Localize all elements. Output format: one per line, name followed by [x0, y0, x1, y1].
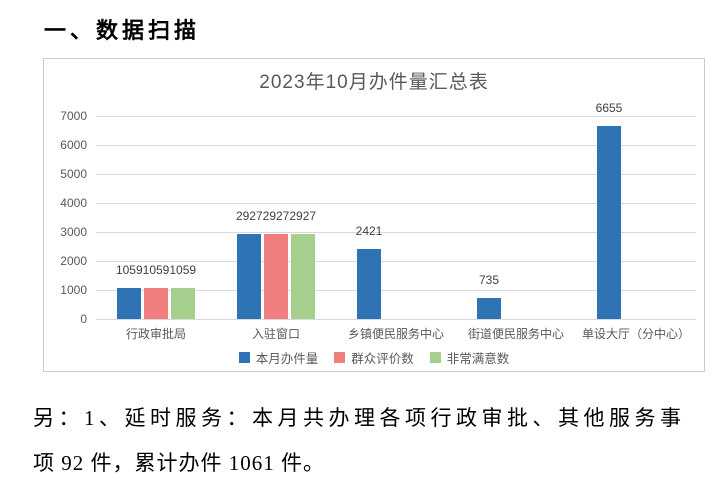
- gridline: [96, 318, 696, 320]
- gridline: [96, 289, 696, 291]
- x-axis-label: 行政审批局: [125, 327, 186, 341]
- legend-label: 本月办件量: [255, 352, 319, 366]
- note-paragraph: 另：1、延时服务：本月共办理各项行政审批、其他服务事 项 92 件，累计办件 1…: [33, 396, 701, 486]
- bar: [117, 288, 141, 319]
- plot-area: 0 1000 2000 3000 4000 5000 6000 7000 10591059105…: [60, 102, 696, 341]
- bar: [477, 297, 501, 319]
- data-label: 2421: [355, 223, 383, 238]
- bar: [264, 234, 288, 319]
- chart-legend: 本月办件量 群众评价数 非常满意数: [44, 348, 704, 367]
- legend-label: 非常满意数: [446, 352, 510, 366]
- y-axis-tick-label: 1000: [60, 283, 87, 297]
- bar: [597, 126, 621, 319]
- legend-swatch-icon: [429, 352, 441, 363]
- x-axis-label: 乡镇便民服务中心: [347, 327, 444, 341]
- bar: [171, 288, 195, 319]
- note-line-1: 另：1、延时服务：本月共办理各项行政审批、其他服务事: [33, 406, 686, 430]
- legend-label: 群众评价数: [351, 352, 414, 366]
- bar: [357, 248, 381, 319]
- chart-title: 2023年10月办件量汇总表: [259, 72, 489, 93]
- legend-item: 群众评价数: [334, 348, 414, 367]
- chart: 2023年10月办件量汇总表 0 1000 2000 3000 4000 5000 6000…: [43, 58, 705, 372]
- y-axis-tick-label: 0: [80, 312, 87, 326]
- data-label: 105910591059: [115, 263, 197, 278]
- y-axis-tick-label: 2000: [60, 254, 87, 268]
- bar: [291, 234, 315, 319]
- y-axis-tick-label: 4000: [60, 196, 87, 210]
- gridline: [96, 231, 696, 233]
- x-axis-label: 入驻窗口: [251, 327, 300, 341]
- bar: [144, 288, 168, 319]
- data-label: 735: [478, 272, 500, 287]
- section-heading: 一、数据扫描: [44, 18, 201, 43]
- gridline: [96, 115, 696, 117]
- legend-swatch-icon: [334, 352, 346, 363]
- gridline: [96, 173, 696, 175]
- data-label: 292729272927: [235, 209, 317, 224]
- bar: [237, 234, 261, 319]
- y-axis-tick-label: 3000: [60, 225, 87, 239]
- legend-item: 非常满意数: [429, 348, 510, 367]
- note-line-2: 项 92 件，累计办件 1061 件。: [33, 451, 325, 475]
- gridline: [96, 260, 696, 262]
- legend-swatch-icon: [238, 352, 250, 363]
- y-axis-tick-label: 5000: [60, 167, 87, 181]
- x-axis-label: 单设大厅（分中心）: [581, 327, 690, 341]
- y-axis-tick-label: 6000: [60, 138, 87, 152]
- x-axis-label: 街道便民服务中心: [467, 327, 564, 341]
- gridline: [96, 202, 696, 204]
- gridline: [96, 144, 696, 146]
- y-axis-tick-label: 7000: [60, 109, 87, 123]
- legend-item: 本月办件量: [238, 348, 319, 367]
- data-label: 6655: [595, 101, 623, 116]
